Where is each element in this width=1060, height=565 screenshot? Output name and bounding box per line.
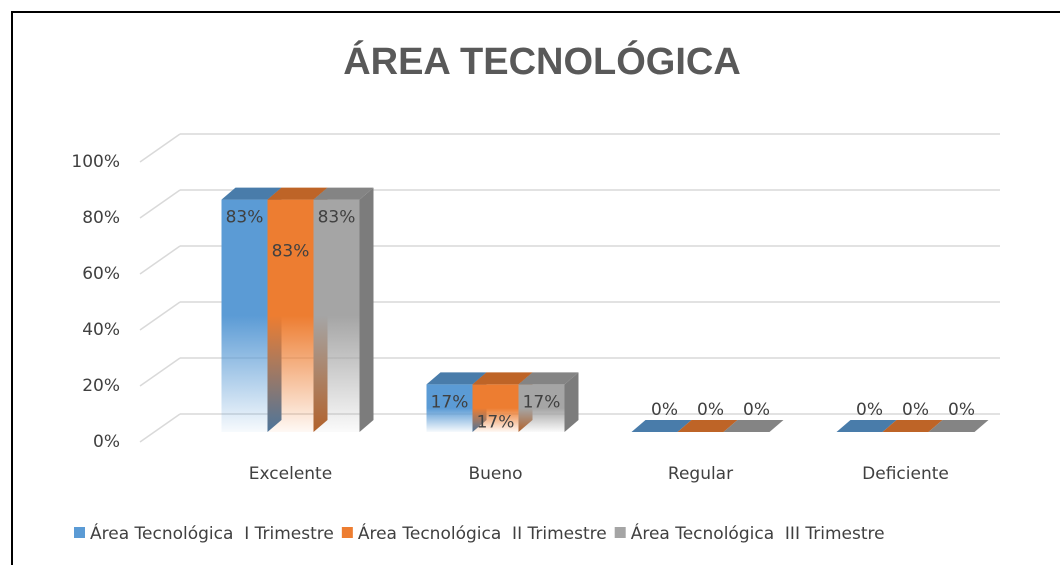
y-tick-label: 80% — [82, 208, 120, 228]
bar — [518, 384, 565, 432]
legend-label: Área Tecnológica III Trimestre — [631, 522, 885, 544]
data-label: 83% — [318, 208, 356, 228]
bar-top — [677, 420, 738, 432]
x-tick-label: Bueno — [468, 464, 522, 484]
y-tick-label: 20% — [82, 376, 120, 396]
bar-top — [723, 420, 784, 432]
bar-side — [359, 187, 374, 432]
chart-border — [11, 11, 1060, 565]
legend-label: Área Tecnológica I Trimestre — [90, 522, 334, 544]
bar-top — [836, 420, 897, 432]
bar-top — [313, 187, 374, 200]
y-tick-label: 0% — [93, 432, 120, 452]
grid-line — [139, 413, 181, 443]
data-label: 17% — [431, 392, 469, 412]
data-label: 83% — [226, 208, 264, 228]
bar — [267, 199, 314, 432]
grid-line — [139, 301, 181, 331]
x-tick-label: Regular — [668, 464, 733, 484]
legend-swatch — [341, 527, 353, 538]
grid-line — [139, 189, 181, 219]
x-tick-label: Deficiente — [862, 464, 949, 484]
bar-top — [472, 372, 533, 385]
bar-top — [426, 372, 487, 385]
data-label: 83% — [272, 242, 310, 262]
legend-label: Área Tecnológica II Trimestre — [358, 522, 607, 544]
legend-swatch — [74, 527, 85, 538]
bar-top — [221, 187, 282, 200]
data-label: 0% — [697, 400, 724, 420]
bar — [221, 199, 268, 432]
bar-top — [518, 372, 579, 385]
bar-top — [882, 420, 943, 432]
bar-top — [267, 187, 328, 200]
legend-swatch — [614, 527, 626, 538]
bar — [472, 384, 519, 432]
data-label: 0% — [856, 400, 883, 420]
bar — [426, 384, 473, 432]
y-tick-label: 60% — [82, 264, 120, 284]
data-label: 0% — [948, 400, 975, 420]
data-label: 0% — [902, 400, 929, 420]
y-tick-label: 40% — [82, 320, 120, 340]
x-tick-label: Excelente — [249, 464, 332, 484]
bar-top — [928, 420, 989, 432]
grid-line — [139, 133, 181, 163]
bar — [313, 199, 360, 432]
data-label: 0% — [743, 400, 770, 420]
data-label: 0% — [651, 400, 678, 420]
y-tick-label: 100% — [71, 152, 120, 172]
chart-title: ÁREA TECNOLÓGICA — [343, 39, 741, 83]
grid-line — [139, 357, 181, 387]
data-label: 17% — [477, 412, 515, 432]
bar-top — [631, 420, 692, 432]
grid-line — [139, 245, 181, 275]
data-label: 17% — [523, 392, 561, 412]
bar-side — [564, 372, 579, 432]
